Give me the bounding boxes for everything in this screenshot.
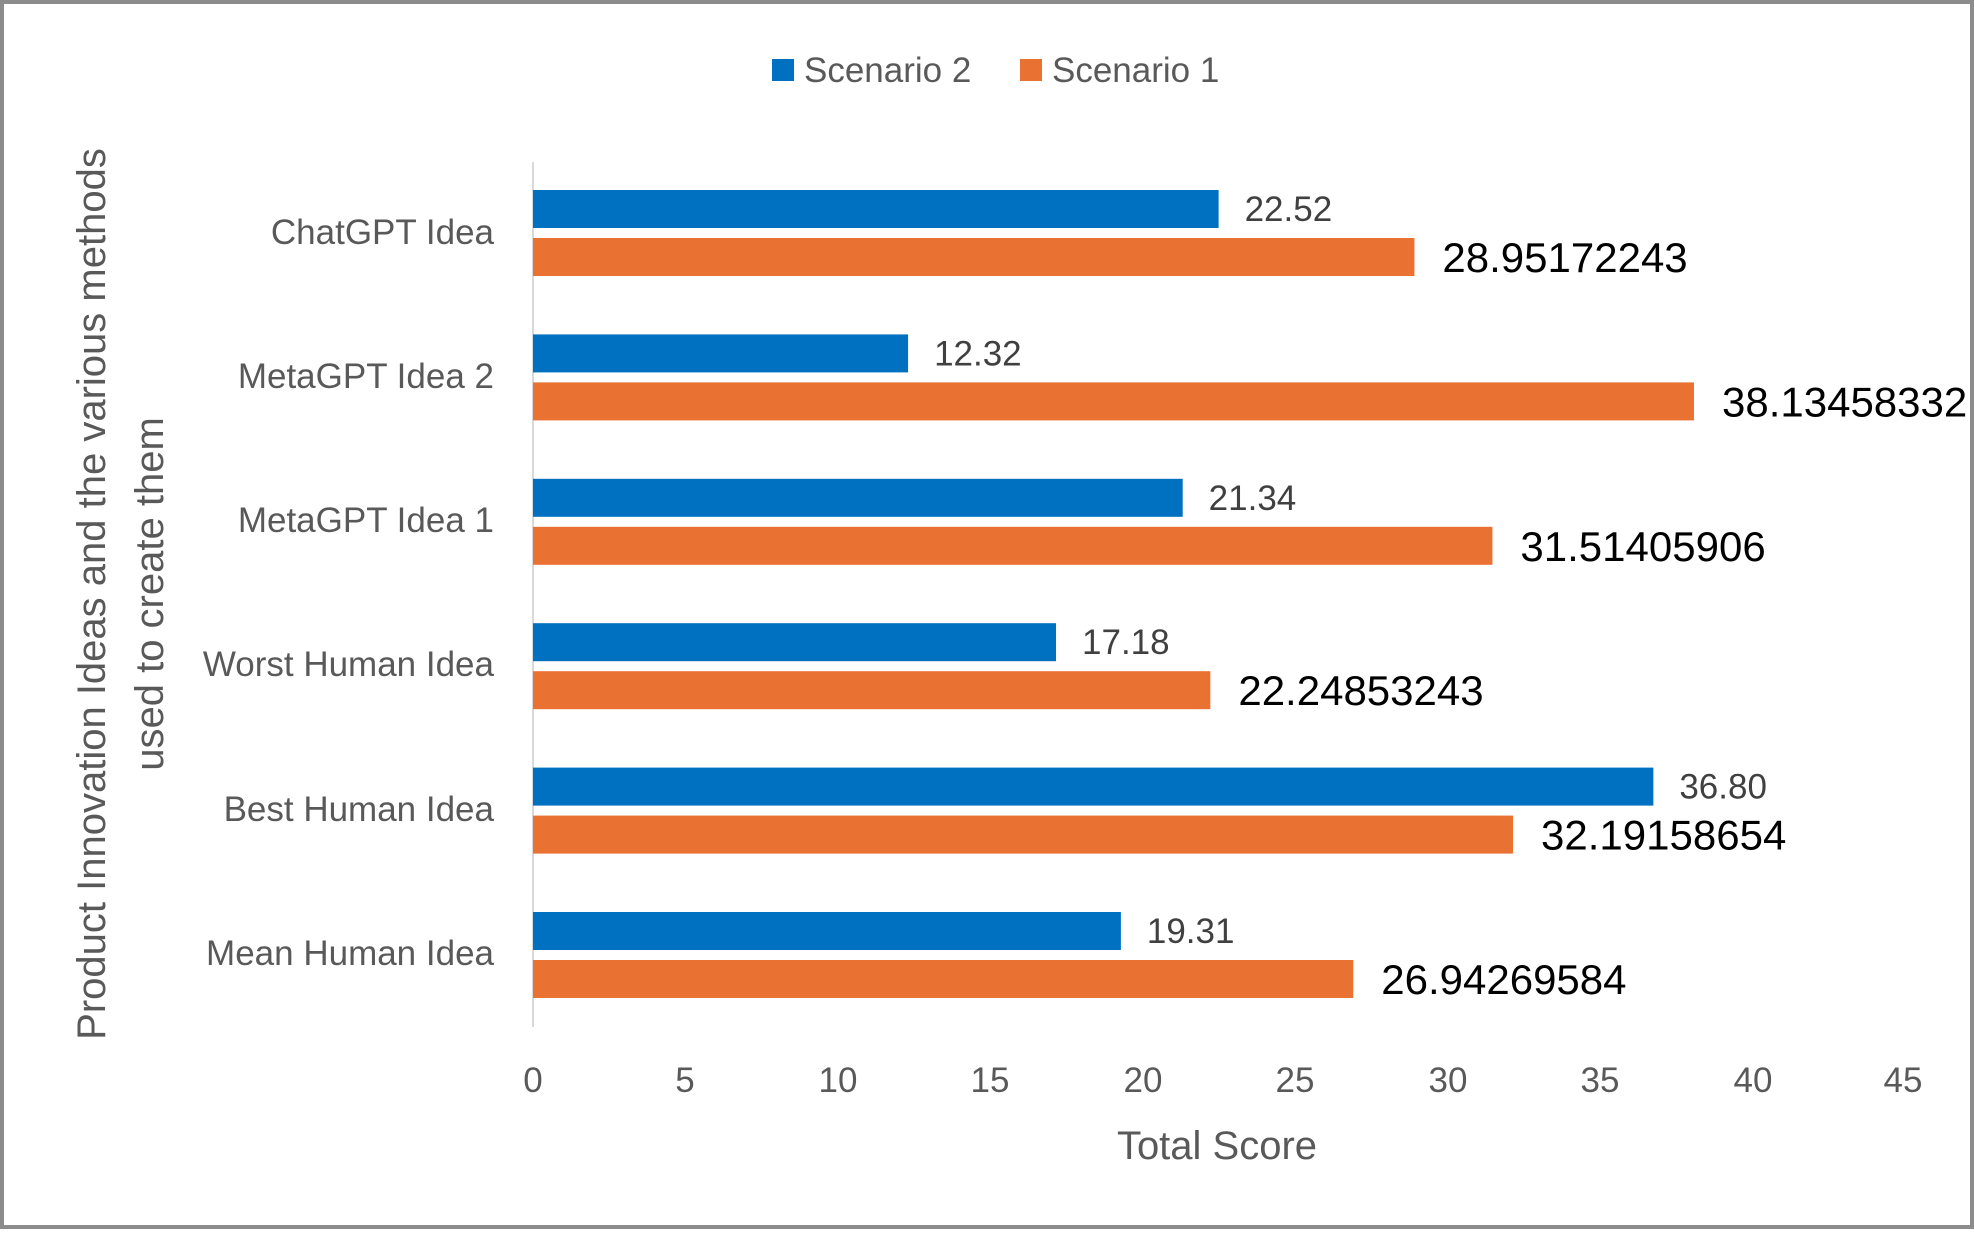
category-label: Best Human Idea (224, 790, 495, 829)
bar-scenario-1 (533, 526, 1493, 565)
bar-scenario-1 (533, 815, 1514, 854)
data-label: 17.18 (1082, 623, 1170, 662)
legend-swatch-scenario-1 (1020, 59, 1042, 81)
legend-label-scenario-2: Scenario 2 (804, 51, 971, 90)
x-tick-label: 40 (1734, 1061, 1773, 1100)
bar-scenario-2 (533, 623, 1057, 662)
bar-scenario-2 (533, 478, 1183, 517)
bars-layer (533, 190, 1694, 998)
bar-scenario-2 (533, 912, 1121, 950)
x-tick-label: 15 (971, 1061, 1010, 1100)
x-tick-label: 30 (1429, 1061, 1468, 1100)
x-tick-label: 0 (523, 1061, 542, 1100)
data-label: 28.95172243 (1442, 234, 1687, 281)
category-label: MetaGPT Idea 2 (238, 357, 494, 396)
x-tick-label: 25 (1276, 1061, 1315, 1100)
data-label: 21.34 (1209, 479, 1297, 518)
category-label: MetaGPT Idea 1 (238, 501, 494, 540)
y-axis-title-line-2: used to create them (128, 417, 172, 771)
legend-swatch-scenario-2 (772, 59, 794, 81)
data-label: 32.19158654 (1541, 812, 1786, 859)
x-axis-title: Total Score (1117, 1124, 1317, 1168)
legend-label-scenario-1: Scenario 1 (1052, 51, 1219, 90)
category-label: Mean Human Idea (206, 934, 494, 973)
data-label: 19.31 (1147, 912, 1235, 951)
bar-scenario-1 (533, 960, 1354, 998)
bar-scenario-2 (533, 767, 1654, 806)
data-label: 31.51405906 (1520, 523, 1765, 570)
category-label: Worst Human Idea (203, 645, 495, 684)
x-tick-label: 5 (675, 1061, 694, 1100)
category-label: ChatGPT Idea (271, 213, 495, 252)
bar-scenario-1 (533, 382, 1694, 421)
bar-scenario-1 (533, 671, 1211, 710)
x-tick-label: 35 (1581, 1061, 1620, 1100)
x-tick-labels: 0 5 10 15 20 25 30 35 40 45 (523, 1061, 1922, 1100)
data-label: 12.32 (934, 334, 1022, 373)
value-labels-layer: 22.52 28.95172243 12.32 38.13458332 21.34 31.… (934, 190, 1967, 1003)
data-label: 26.94269584 (1381, 956, 1626, 1003)
bar-scenario-1 (533, 238, 1415, 276)
bar-chart: Scenario 2 Scenario 1 ChatGPT Idea MetaG… (70, 51, 1967, 1168)
category-labels: ChatGPT Idea MetaGPT Idea 2 MetaGPT Idea… (203, 213, 495, 973)
data-label: 38.13458332 (1722, 378, 1967, 425)
y-axis-title-line-1: Product Innovation Ideas and the various… (70, 148, 114, 1040)
bar-scenario-2 (533, 190, 1219, 228)
x-tick-label: 10 (819, 1061, 858, 1100)
x-tick-label: 45 (1884, 1061, 1923, 1100)
legend: Scenario 2 Scenario 1 (772, 51, 1219, 90)
bar-scenario-2 (533, 334, 909, 373)
data-label: 22.24853243 (1238, 667, 1483, 714)
data-label: 36.80 (1679, 768, 1767, 807)
data-label: 22.52 (1245, 190, 1333, 229)
x-tick-label: 20 (1124, 1061, 1163, 1100)
